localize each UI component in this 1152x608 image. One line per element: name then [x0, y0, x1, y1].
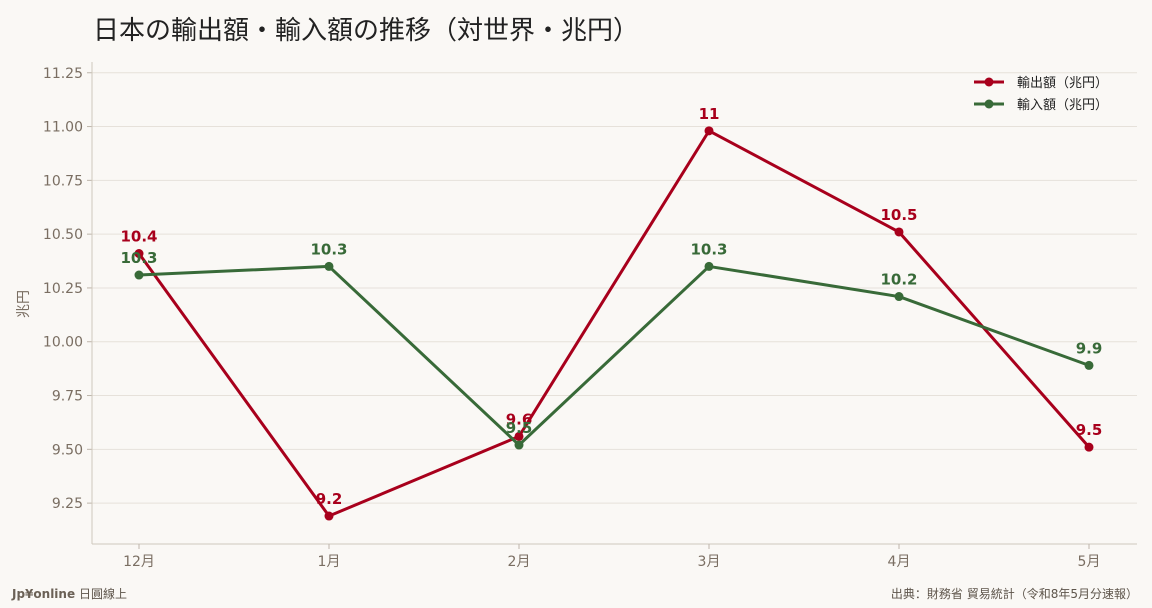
data-point [324, 261, 334, 271]
y-tick-label: 10.00 [43, 335, 83, 351]
data-point [894, 292, 904, 302]
x-tick-label: 1月 [318, 554, 341, 570]
data-label: 10.3 [310, 240, 347, 258]
axes [87, 62, 1137, 549]
x-tick-label: 3月 [698, 554, 721, 570]
legend-label: 輸入額（兆円） [1017, 98, 1108, 113]
grid-lines [92, 72, 1137, 504]
legend-swatch-marker [984, 99, 994, 109]
y-tick-label: 10.25 [43, 281, 83, 297]
data-point [324, 511, 334, 521]
data-point [704, 126, 714, 136]
data-point [134, 249, 144, 259]
brand-subtitle: 日圓線上 [78, 587, 127, 601]
data-label: 10.3 [690, 240, 727, 258]
data-label: 10.5 [880, 206, 917, 224]
data-label: 9.2 [316, 490, 343, 508]
data-label: 11 [699, 105, 720, 123]
data-point [134, 270, 144, 280]
data-label: 9.6 [506, 410, 533, 428]
data-label: 10.4 [120, 228, 157, 246]
x-tick-label: 2月 [508, 554, 531, 570]
data-label: 10.3 [120, 249, 157, 267]
y-tick-label: 10.50 [43, 227, 83, 243]
x-tick-label: 4月 [888, 554, 911, 570]
data-point [1084, 442, 1094, 452]
series-line [137, 129, 1091, 518]
data-label: 9.5 [1076, 421, 1103, 439]
data-label: 9.5 [506, 419, 533, 437]
y-tick-label: 11.00 [43, 120, 83, 136]
y-tick-label: 9.25 [52, 496, 83, 512]
brand-name: Jp¥online [12, 587, 76, 601]
x-tick-label: 12月 [123, 554, 155, 570]
legend-label: 輸出額（兆円） [1017, 76, 1108, 91]
chart-title: 日本の輸出額・輸入額の推移（対世界・兆円） [93, 16, 640, 46]
data-point [1084, 360, 1094, 370]
y-tick-label: 10.75 [43, 173, 83, 189]
x-tick-label: 5月 [1078, 554, 1101, 570]
brand-footer: Jp¥online 日圓線上 [12, 585, 127, 602]
data-point [514, 431, 524, 441]
x-tick-labels: 12月 1月 2月 3月 4月 5月 [123, 554, 1100, 570]
data-label: 10.2 [880, 271, 917, 289]
legend-item: 輸入額（兆円） [974, 98, 1108, 113]
legend-item: 輸出額（兆円） [974, 76, 1108, 91]
legend-swatch-marker [984, 77, 994, 87]
data-point [704, 261, 714, 271]
y-tick-label: 11.25 [43, 66, 83, 82]
data-point [894, 227, 904, 237]
series-export: 10.4 9.2 9.6 11 10.5 9.5 [120, 105, 1102, 521]
y-axis-label: 兆円 [16, 290, 32, 318]
data-label: 9.9 [1076, 339, 1103, 357]
y-tick-labels: 9.25 9.50 9.75 10.00 10.25 10.50 10.75 11.00 11.… [43, 66, 83, 512]
series-group: 10.4 9.2 9.6 11 10.5 9.5 10.3 10.3 9.5 10.3 10.2 9.… [120, 105, 1102, 521]
data-point [514, 440, 524, 450]
series-import: 10.3 10.3 9.5 10.3 10.2 9.9 [120, 240, 1103, 450]
source-note: 出典：財務省 貿易統計（令和8年5月分速報） [890, 587, 1138, 601]
series-line [138, 264, 1090, 447]
y-tick-label: 9.50 [52, 442, 83, 458]
legend: 輸出額（兆円） 輸入額（兆円） [974, 76, 1108, 113]
y-tick-label: 9.75 [52, 389, 83, 405]
